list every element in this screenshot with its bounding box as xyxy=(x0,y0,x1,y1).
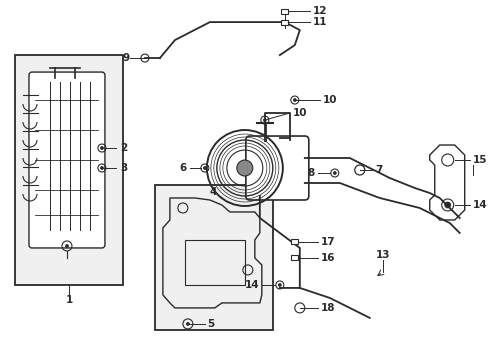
Bar xyxy=(281,19,288,24)
Text: 8: 8 xyxy=(308,168,315,178)
FancyBboxPatch shape xyxy=(155,185,273,330)
Text: 6: 6 xyxy=(180,163,187,173)
Text: 1: 1 xyxy=(65,295,73,305)
Circle shape xyxy=(237,160,253,176)
Text: 13: 13 xyxy=(375,250,390,260)
Bar xyxy=(292,239,298,244)
Text: 7: 7 xyxy=(375,165,382,175)
Circle shape xyxy=(445,202,451,208)
Text: 5: 5 xyxy=(207,319,214,329)
Circle shape xyxy=(66,244,69,247)
Text: 3: 3 xyxy=(120,163,127,173)
Circle shape xyxy=(100,147,103,149)
Text: 10: 10 xyxy=(293,108,307,118)
Text: 9: 9 xyxy=(123,53,130,63)
Bar xyxy=(281,9,288,14)
Text: 14: 14 xyxy=(245,280,260,290)
Circle shape xyxy=(203,167,206,170)
Bar xyxy=(185,240,245,285)
Text: 16: 16 xyxy=(321,253,335,263)
Text: 4: 4 xyxy=(209,187,217,197)
Circle shape xyxy=(263,118,267,122)
Text: 15: 15 xyxy=(473,155,487,165)
Text: 17: 17 xyxy=(321,237,336,247)
FancyBboxPatch shape xyxy=(246,136,309,200)
Circle shape xyxy=(186,323,189,325)
Text: 11: 11 xyxy=(313,17,327,27)
FancyBboxPatch shape xyxy=(29,72,105,248)
Text: 18: 18 xyxy=(321,303,335,313)
Text: 2: 2 xyxy=(120,143,127,153)
Text: 12: 12 xyxy=(313,6,327,16)
Circle shape xyxy=(100,167,103,170)
Circle shape xyxy=(278,283,281,287)
FancyBboxPatch shape xyxy=(15,55,123,285)
Text: 14: 14 xyxy=(473,200,488,210)
Bar xyxy=(292,256,298,260)
Circle shape xyxy=(294,99,296,102)
Text: 10: 10 xyxy=(323,95,337,105)
Circle shape xyxy=(333,171,336,175)
